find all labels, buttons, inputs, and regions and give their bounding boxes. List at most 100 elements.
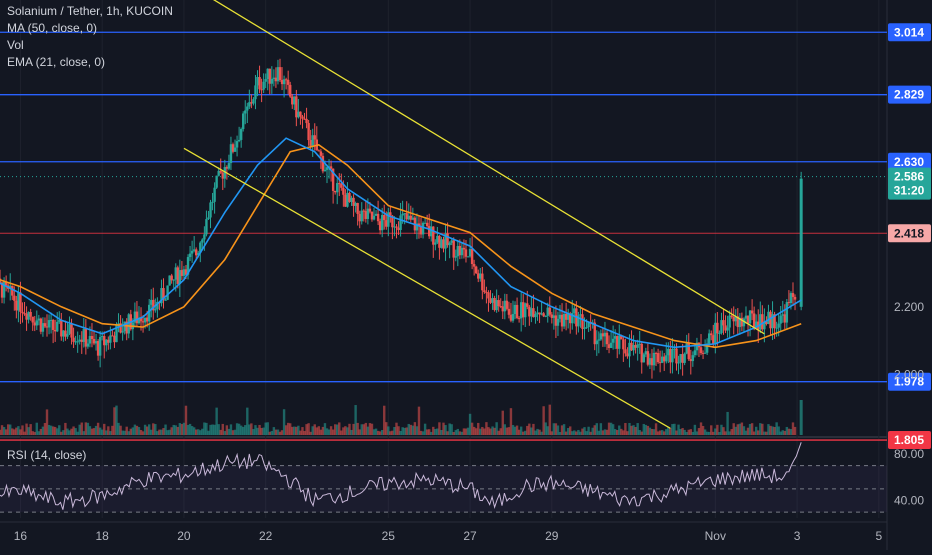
volume-bar xyxy=(597,430,601,435)
volume-bar xyxy=(119,425,122,435)
volume-bar xyxy=(677,424,680,435)
candle-body xyxy=(15,300,18,311)
volume-bar xyxy=(221,423,224,435)
candle-body xyxy=(569,313,572,324)
candle-body xyxy=(98,337,102,356)
candle-body xyxy=(738,317,742,328)
candle-body xyxy=(734,316,737,322)
volume-bar xyxy=(303,430,306,435)
volume-bar xyxy=(9,424,12,435)
candle-body xyxy=(225,167,229,169)
candle-body xyxy=(528,306,531,317)
volume-bar xyxy=(319,429,323,435)
candle-body xyxy=(197,252,200,256)
candle-body xyxy=(720,320,723,333)
candle-body xyxy=(100,336,104,338)
vol-indicator-label[interactable]: Vol xyxy=(7,38,24,52)
candle-body xyxy=(21,311,24,314)
volume-bar xyxy=(178,423,182,435)
candle-body xyxy=(397,227,400,231)
ema-indicator-label[interactable]: EMA (21, close, 0) xyxy=(7,55,106,69)
candle-body xyxy=(27,312,30,320)
candle-body xyxy=(767,311,770,325)
volume-bar xyxy=(409,424,412,435)
volume-bar xyxy=(738,423,742,435)
volume-bar xyxy=(195,429,198,435)
candle-body xyxy=(530,308,533,317)
x-tick-label: 25 xyxy=(382,529,396,543)
x-tick-label: 27 xyxy=(463,529,477,543)
volume-bar xyxy=(317,426,321,435)
volume-bar xyxy=(250,423,253,435)
volume-bar xyxy=(158,429,161,435)
level-price-label: 1.805 xyxy=(894,433,924,447)
volume-bar xyxy=(528,423,531,435)
volume-bar xyxy=(301,427,304,435)
candle-body xyxy=(652,352,656,366)
volume-bar xyxy=(675,430,678,435)
volume-bar xyxy=(156,431,159,435)
volume-bar xyxy=(350,429,353,435)
volume-bar xyxy=(763,431,766,435)
candle-body xyxy=(248,102,251,107)
volume-bar xyxy=(487,427,490,435)
level-price-tag xyxy=(888,85,931,104)
volume-bar xyxy=(395,422,398,435)
level-price-label: 2.630 xyxy=(894,155,924,169)
volume-bar xyxy=(460,431,464,435)
volume-bar xyxy=(150,429,153,435)
candle-body xyxy=(595,340,598,345)
candle-body xyxy=(446,233,449,246)
candle-body xyxy=(466,256,470,258)
volume-bar xyxy=(630,425,633,435)
candle-body xyxy=(687,343,690,360)
candle-body xyxy=(274,77,278,82)
channel-upper-line xyxy=(212,0,765,335)
rsi-indicator-label[interactable]: RSI (14, close) xyxy=(7,448,87,462)
candle-body xyxy=(554,315,558,326)
candle-body xyxy=(307,123,310,141)
volume-bar xyxy=(229,424,233,435)
candle-body xyxy=(209,202,212,218)
candle-body xyxy=(685,343,688,354)
candle-body xyxy=(681,354,684,363)
volume-bar xyxy=(6,424,10,435)
volume-bar xyxy=(166,430,169,435)
candle-body xyxy=(262,81,265,90)
volume-bar xyxy=(131,427,135,435)
volume-bar xyxy=(356,422,359,435)
volume-bar xyxy=(507,427,511,435)
candle-body xyxy=(618,335,621,349)
volume-bar xyxy=(642,423,645,435)
candle-body xyxy=(736,316,740,328)
volume-bar xyxy=(726,411,729,435)
candle-body xyxy=(677,362,680,364)
volume-bar xyxy=(501,410,504,435)
volume-bar xyxy=(671,424,674,435)
volume-bar xyxy=(434,429,437,435)
candle-body xyxy=(640,343,643,363)
volume-bar xyxy=(199,430,202,435)
candle-body xyxy=(268,68,271,84)
volume-bar xyxy=(252,429,255,435)
candle-body xyxy=(458,245,462,256)
ma-indicator-label[interactable]: MA (50, close, 0) xyxy=(7,21,98,35)
volume-bar xyxy=(129,428,133,435)
volume-bar xyxy=(687,429,690,435)
candle-body xyxy=(479,273,482,279)
candle-body xyxy=(180,270,184,276)
volume-bar xyxy=(522,431,525,435)
candle-body xyxy=(195,249,198,256)
candle-body xyxy=(781,314,784,316)
volume-bar xyxy=(0,425,4,435)
volume-bar xyxy=(260,427,263,435)
candle-body xyxy=(501,306,504,312)
candle-body xyxy=(160,288,163,304)
volume-bar xyxy=(618,425,621,435)
candle-body xyxy=(338,183,341,185)
volume-bar xyxy=(503,424,507,435)
symbol-title[interactable]: Solanium / Tether, 1h, KUCOIN xyxy=(7,4,173,18)
candle-body xyxy=(630,342,633,351)
